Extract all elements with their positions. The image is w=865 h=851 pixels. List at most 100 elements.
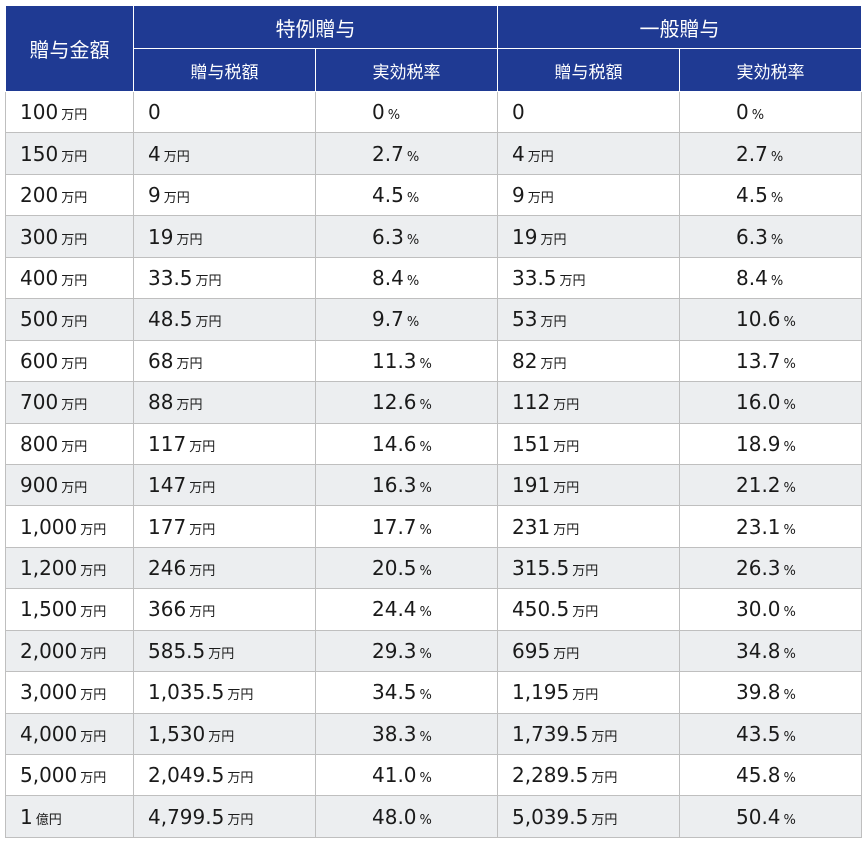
cell-special-rate-unit: % bbox=[419, 812, 432, 828]
cell-general-tax: 191 万円 bbox=[497, 463, 680, 507]
cell-special-rate-value: 24.4 bbox=[372, 597, 417, 622]
cell-general-tax-value: 82 bbox=[512, 348, 538, 373]
cell-general-rate-unit: % bbox=[783, 315, 796, 331]
cell-gift-amount: 2,000 万円 bbox=[5, 629, 134, 673]
cell-gift-amount-value: 800 bbox=[20, 431, 59, 456]
cell-general-tax-value: 33.5 bbox=[512, 265, 557, 290]
cell-general-rate-value: 21.2 bbox=[736, 473, 781, 498]
cell-general-tax: 5,039.5 万円 bbox=[497, 795, 680, 838]
cell-special-tax-value: 4 bbox=[148, 141, 161, 166]
cell-general-tax: 19 万円 bbox=[497, 215, 680, 258]
cell-gift-amount: 150 万円 bbox=[5, 132, 134, 175]
cell-general-tax-unit: 万円 bbox=[540, 232, 567, 248]
cell-special-tax: 68 万円 bbox=[133, 339, 316, 383]
cell-general-rate: 10.6% bbox=[679, 298, 862, 341]
header-special-tax: 贈与税額 bbox=[133, 48, 316, 92]
cell-gift-amount-value: 150 bbox=[20, 141, 59, 166]
cell-general-rate-unit: % bbox=[783, 605, 796, 621]
cell-special-rate-unit: % bbox=[419, 646, 432, 662]
cell-special-tax-value: 33.5 bbox=[148, 265, 193, 290]
cell-general-tax-value: 1,739.5 bbox=[512, 721, 589, 746]
cell-gift-amount: 600 万円 bbox=[5, 339, 134, 383]
cell-general-tax-unit: 万円 bbox=[572, 564, 599, 580]
cell-general-rate-unit: % bbox=[783, 439, 796, 455]
cell-special-rate-unit: % bbox=[419, 605, 432, 621]
cell-special-rate: 0% bbox=[315, 90, 498, 134]
cell-special-rate-value: 12.6 bbox=[372, 390, 417, 415]
table-row: 600 万円 68 万円 11.3% 82 万円 13.7% bbox=[5, 339, 862, 383]
cell-general-tax: 53 万円 bbox=[497, 298, 680, 341]
cell-special-rate-unit: % bbox=[419, 522, 432, 538]
cell-general-rate-unit: % bbox=[783, 771, 796, 787]
cell-general-tax-unit: 万円 bbox=[553, 522, 580, 538]
cell-gift-amount-unit: 万円 bbox=[80, 605, 107, 621]
cell-general-tax-unit: 万円 bbox=[572, 605, 599, 621]
cell-general-tax-value: 19 bbox=[512, 224, 538, 249]
cell-gift-amount-value: 600 bbox=[20, 348, 59, 373]
cell-special-tax-value: 177 bbox=[148, 514, 187, 539]
cell-special-rate-unit: % bbox=[387, 108, 401, 124]
cell-special-rate-value: 38.3 bbox=[372, 721, 417, 746]
cell-special-rate-value: 14.6 bbox=[372, 431, 417, 456]
cell-general-tax-value: 2,289.5 bbox=[512, 763, 589, 788]
cell-general-rate-value: 13.7 bbox=[736, 348, 781, 373]
cell-special-tax: 4 万円 bbox=[133, 132, 316, 175]
table-row: 1,000 万円 177 万円 17.7% 231 万円 23.1% bbox=[5, 505, 862, 548]
cell-special-rate-value: 2.7 bbox=[372, 141, 404, 166]
cell-general-rate-value: 26.3 bbox=[736, 556, 781, 581]
cell-general-tax-value: 112 bbox=[512, 390, 551, 415]
cell-general-rate-unit: % bbox=[783, 688, 796, 704]
cell-gift-amount: 1,500 万円 bbox=[5, 588, 134, 631]
cell-gift-amount-value: 4,000 bbox=[20, 721, 78, 746]
cell-general-tax-value: 1,195 bbox=[512, 680, 570, 705]
cell-general-rate-value: 16.0 bbox=[736, 390, 781, 415]
cell-general-tax-unit: 万円 bbox=[591, 812, 618, 828]
cell-gift-amount: 3,000 万円 bbox=[5, 671, 134, 714]
header-special-gift: 特例贈与 bbox=[133, 5, 498, 49]
cell-special-rate: 48.0% bbox=[315, 795, 498, 838]
cell-special-rate: 17.7% bbox=[315, 505, 498, 548]
cell-special-tax-value: 48.5 bbox=[148, 307, 193, 332]
cell-general-rate: 21.2% bbox=[679, 463, 862, 507]
cell-general-rate: 30.0% bbox=[679, 588, 862, 631]
cell-special-tax-unit: 万円 bbox=[163, 149, 190, 165]
cell-special-tax-value: 246 bbox=[148, 556, 187, 581]
cell-special-rate: 8.4% bbox=[315, 256, 498, 300]
cell-general-rate: 26.3% bbox=[679, 546, 862, 590]
cell-general-rate-value: 34.8 bbox=[736, 638, 781, 663]
cell-gift-amount-unit: 万円 bbox=[61, 273, 88, 289]
cell-gift-amount: 300 万円 bbox=[5, 215, 134, 258]
cell-general-rate-value: 23.1 bbox=[736, 514, 781, 539]
table-row: 700 万円 88 万円 12.6% 112 万円 16.0% bbox=[5, 381, 862, 424]
cell-general-tax: 1,739.5 万円 bbox=[497, 712, 680, 756]
cell-special-rate-unit: % bbox=[419, 564, 432, 580]
cell-special-tax-unit: 万円 bbox=[176, 232, 203, 248]
cell-general-tax: 33.5 万円 bbox=[497, 256, 680, 300]
cell-special-rate-unit: % bbox=[419, 439, 432, 455]
cell-special-rate: 6.3% bbox=[315, 215, 498, 258]
cell-general-tax-unit: 万円 bbox=[572, 688, 599, 704]
cell-gift-amount-unit: 万円 bbox=[61, 191, 88, 207]
cell-special-rate-value: 34.5 bbox=[372, 680, 417, 705]
cell-general-tax-value: 4 bbox=[512, 141, 525, 166]
cell-general-rate-unit: % bbox=[783, 481, 796, 497]
cell-general-tax-unit: 万円 bbox=[591, 729, 618, 745]
table-row: 400 万円 33.5 万円 8.4% 33.5 万円 8.4% bbox=[5, 256, 862, 300]
header-general-rate: 実効税率 bbox=[679, 48, 862, 92]
cell-gift-amount: 800 万円 bbox=[5, 422, 134, 465]
cell-special-tax: 88 万円 bbox=[133, 381, 316, 424]
cell-special-tax-unit: 万円 bbox=[189, 522, 216, 538]
cell-gift-amount: 200 万円 bbox=[5, 173, 134, 217]
cell-special-tax-value: 1,035.5 bbox=[148, 680, 225, 705]
cell-general-rate: 45.8% bbox=[679, 753, 862, 797]
cell-special-tax-value: 585.5 bbox=[148, 638, 206, 663]
cell-general-rate: 18.9% bbox=[679, 422, 862, 465]
cell-special-rate-value: 17.7 bbox=[372, 514, 417, 539]
cell-gift-amount: 1,000 万円 bbox=[5, 505, 134, 548]
cell-general-tax-value: 231 bbox=[512, 514, 551, 539]
table-row: 1,200 万円 246 万円 20.5% 315.5 万円 26.3% bbox=[5, 546, 862, 590]
cell-special-tax: 33.5 万円 bbox=[133, 256, 316, 300]
table-row: 300 万円 19 万円 6.3% 19 万円 6.3% bbox=[5, 215, 862, 258]
cell-general-rate: 0% bbox=[679, 90, 862, 134]
cell-special-rate: 29.3% bbox=[315, 629, 498, 673]
